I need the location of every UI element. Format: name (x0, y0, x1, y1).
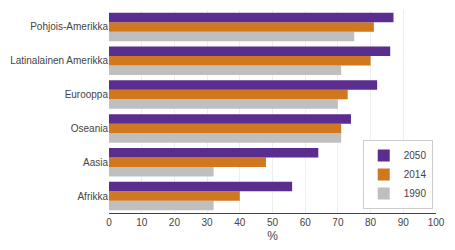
svg-text:30: 30 (202, 217, 214, 228)
svg-text:50: 50 (267, 217, 279, 228)
svg-text:%: % (267, 229, 278, 243)
svg-text:1990: 1990 (404, 188, 427, 199)
svg-text:10: 10 (136, 217, 148, 228)
svg-text:70: 70 (332, 217, 344, 228)
svg-text:60: 60 (300, 217, 312, 228)
svg-text:Pohjois-Amerikka: Pohjois-Amerikka (30, 21, 108, 32)
svg-text:Latinalainen Amerikka: Latinalainen Amerikka (10, 55, 108, 66)
svg-text:0: 0 (106, 217, 112, 228)
svg-text:20: 20 (169, 217, 181, 228)
svg-text:100: 100 (428, 217, 445, 228)
svg-text:Afrikka: Afrikka (77, 191, 108, 202)
svg-text:Oseania: Oseania (71, 123, 109, 134)
svg-text:90: 90 (398, 217, 410, 228)
svg-text:Eurooppa: Eurooppa (65, 89, 109, 100)
svg-text:Aasia: Aasia (83, 157, 108, 168)
svg-text:2014: 2014 (404, 169, 427, 180)
svg-text:2050: 2050 (404, 150, 427, 161)
svg-text:80: 80 (365, 217, 377, 228)
svg-text:40: 40 (234, 217, 246, 228)
